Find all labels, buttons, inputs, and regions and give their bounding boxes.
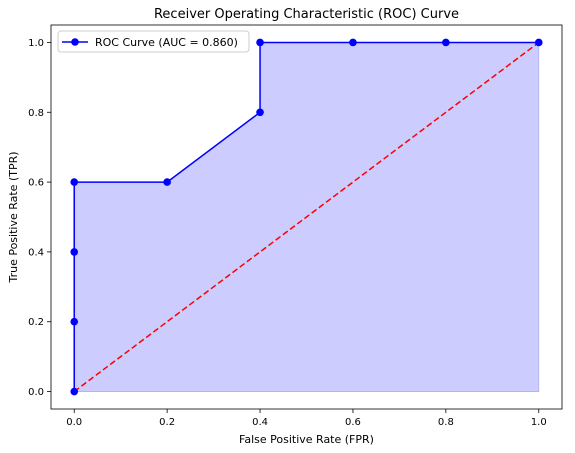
legend-entry-label: ROC Curve (AUC = 0.860) (95, 36, 238, 49)
x-tick-label: 0.4 (252, 417, 268, 428)
roc-point (534, 38, 543, 47)
roc-point (70, 248, 79, 256)
y-tick-label: 0.0 (28, 387, 44, 398)
roc-point (256, 108, 264, 117)
x-tick-label: 0.0 (66, 417, 82, 428)
reference-diagonal-line (73, 41, 540, 393)
x-tick-label: 0.6 (345, 417, 361, 428)
y-tick-label: 0.2 (28, 317, 44, 328)
roc-point (349, 38, 357, 47)
x-tick-label: 1.0 (531, 417, 547, 428)
y-tick-label: 0.8 (28, 108, 44, 119)
y-axis-label: True Positive Rate (TPR) (7, 151, 20, 283)
roc-point (442, 38, 450, 47)
roc-point (70, 178, 79, 186)
x-tick-label: 0.2 (159, 417, 175, 428)
plot-frame (50, 24, 563, 410)
legend-box (57, 30, 250, 53)
roc-point (70, 387, 79, 396)
roc-curve-line (73, 41, 539, 392)
x-axis-label: False Positive Rate (FPR) (239, 433, 374, 446)
y-tick-label: 1.0 (28, 38, 44, 49)
roc-point (70, 317, 79, 326)
plot-axes: 0.0 0.2 0.4 0.6 0.8 1.0 0.0 0.2 0.4 0.6 0.8 1.0 (28, 24, 563, 428)
legend: ROC Curve (AUC = 0.860) (57, 30, 250, 53)
roc-series (70, 38, 543, 396)
y-tick-label: 0.6 (28, 178, 44, 189)
reference-diagonal (73, 41, 540, 393)
chart-title: Receiver Operating Characteristic (ROC) … (154, 7, 459, 22)
roc-point (163, 178, 171, 186)
y-tick-label: 0.4 (28, 247, 44, 258)
roc-point (256, 38, 264, 47)
legend-marker-swatch (71, 38, 79, 46)
x-tick-label: 0.8 (438, 417, 454, 428)
